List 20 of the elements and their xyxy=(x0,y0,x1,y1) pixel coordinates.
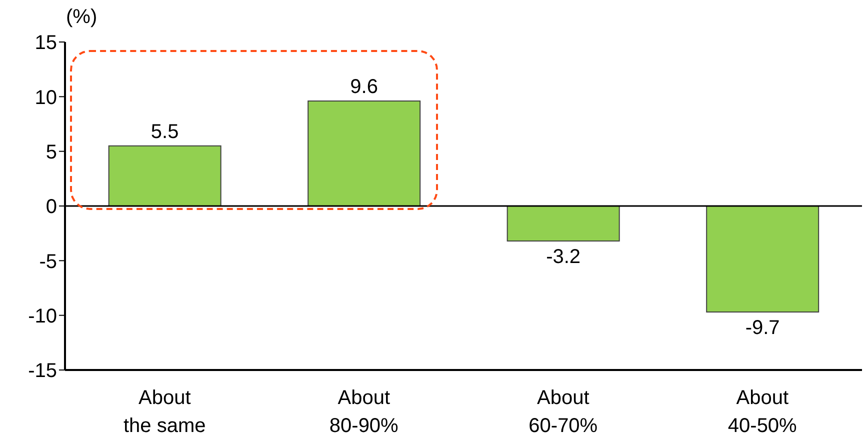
data-label: 5.5 xyxy=(150,120,179,143)
y-tick-label: 15 xyxy=(34,32,57,54)
bar xyxy=(506,206,620,242)
y-tick-label: -15 xyxy=(28,360,57,382)
bar xyxy=(308,100,421,206)
data-label: -3.2 xyxy=(546,246,581,268)
y-tick-label: -5 xyxy=(39,250,57,273)
x-tick-label: About 80-90% xyxy=(329,387,399,437)
y-tick-label: -10 xyxy=(28,305,57,328)
data-label: -9.7 xyxy=(745,317,780,340)
bar xyxy=(108,145,222,206)
data-label: 9.6 xyxy=(350,76,378,98)
bar xyxy=(706,206,820,313)
y-tick-label: 0 xyxy=(46,196,57,218)
y-tick-label: 5 xyxy=(46,141,57,164)
x-tick-label: About 60-70% xyxy=(528,387,598,437)
x-tick-label: About the same xyxy=(123,387,206,437)
y-tick-label: 10 xyxy=(34,86,57,109)
x-tick-label: About 40-50% xyxy=(728,387,798,437)
y-axis-title: (%) xyxy=(66,6,98,29)
